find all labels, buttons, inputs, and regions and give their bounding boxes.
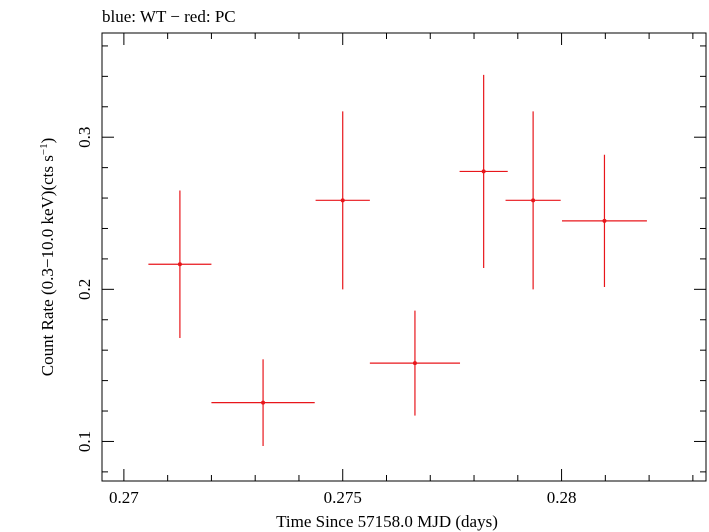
y-tick-label: 0.1 <box>75 431 94 452</box>
x-axis-label: Time Since 57158.0 MJD (days) <box>276 512 498 531</box>
point-marker <box>177 262 182 267</box>
x-tick-label: 0.28 <box>547 488 577 507</box>
data-point <box>459 74 508 269</box>
x-tick-label: 0.27 <box>109 488 139 507</box>
chart-title: blue: WT − red: PC <box>102 7 236 26</box>
data-point <box>211 359 315 447</box>
data-point <box>369 310 461 416</box>
point-marker <box>481 169 486 174</box>
point-marker <box>602 218 607 223</box>
y-tick-label: 0.2 <box>75 279 94 300</box>
axis-ticks: 0.27 0.275 0.28 0.1 0.2 0.3 <box>75 33 706 507</box>
x-tick-label: 0.275 <box>324 488 362 507</box>
point-marker <box>531 198 536 203</box>
y-tick-label: 0.3 <box>75 127 94 148</box>
data-point <box>505 111 561 290</box>
point-marker <box>340 198 345 203</box>
point-marker <box>412 361 417 366</box>
y-axis-label-superscript: −1 <box>38 143 50 155</box>
plot-frame <box>101 32 707 482</box>
y-axis-label-end: ) <box>38 138 57 144</box>
y-axis-label: Count Rate (0.3−10.0 keV)(cts s−1) <box>38 138 57 377</box>
y-axis-label-main: Count Rate (0.3−10.0 keV)(cts s <box>38 155 57 376</box>
point-marker <box>261 400 266 405</box>
data-point <box>562 154 647 288</box>
data-points <box>148 74 647 447</box>
data-point <box>315 111 370 290</box>
data-point <box>148 190 212 339</box>
